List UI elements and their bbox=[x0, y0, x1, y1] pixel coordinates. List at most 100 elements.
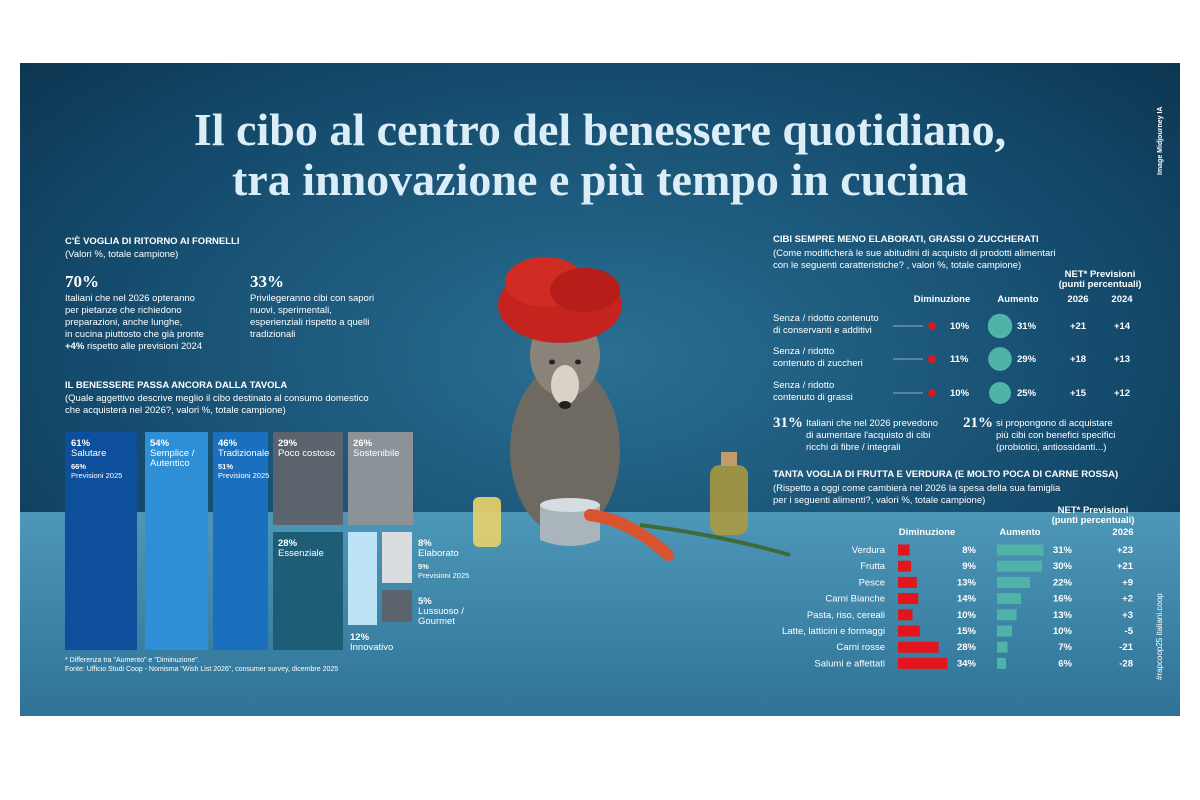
section-subtitle: con le seguenti caratteristiche? , valor… bbox=[773, 260, 1021, 271]
treemap-tile bbox=[273, 432, 343, 525]
decrease-value: 11% bbox=[950, 354, 969, 365]
stat-highlight: +4% bbox=[65, 341, 85, 352]
increase-bar bbox=[997, 641, 1008, 653]
increase-circle bbox=[989, 382, 1011, 404]
net-2026: -28 bbox=[1119, 658, 1133, 669]
callout-text: di aumentare l'acquisto di cibi bbox=[806, 430, 930, 441]
tile-label: Tradizionale bbox=[218, 448, 269, 459]
increase-circle bbox=[988, 347, 1012, 371]
net-header: (punti percentuali) bbox=[1059, 279, 1142, 290]
decrease-dot bbox=[928, 389, 936, 397]
tile-value: 12% bbox=[350, 632, 370, 643]
tile-label: Poco costoso bbox=[278, 448, 335, 459]
increase-value: 31% bbox=[1053, 545, 1073, 556]
net-2026: +2 bbox=[1122, 594, 1133, 605]
decrease-value: 10% bbox=[957, 610, 977, 621]
tile-value: 46% bbox=[218, 438, 238, 449]
net-2026: +21 bbox=[1070, 321, 1087, 332]
section-subtitle: (Come modificherà le sue abitudini di ac… bbox=[773, 248, 1056, 259]
decrease-dot bbox=[928, 322, 936, 330]
net-2026: +18 bbox=[1070, 354, 1086, 365]
section-subtitle: (Rispetto a oggi come cambierà nel 2026 … bbox=[773, 483, 1061, 494]
increase-value: 7% bbox=[1058, 642, 1072, 653]
tile-label: Gourmet bbox=[418, 616, 455, 627]
tile-label: Sostenibile bbox=[353, 448, 399, 459]
tile-forecast-label: Previsioni 2025 bbox=[218, 471, 269, 480]
treemap-tile bbox=[65, 432, 137, 650]
row-label: Pasta, riso, cereali bbox=[807, 610, 885, 621]
row-label: Latte, latticini e formaggi bbox=[782, 626, 885, 637]
decrease-bar bbox=[898, 560, 912, 572]
row-label: Senza / ridotto bbox=[773, 380, 834, 391]
section-subtitle: (Quale aggettivo descrive meglio il cibo… bbox=[65, 393, 369, 404]
stat-text: Italiani che nel 2026 opteranno bbox=[65, 293, 195, 304]
tile-label: Innovativo bbox=[350, 642, 393, 653]
stat-text: Privilegeranno cibi con sapori bbox=[250, 293, 374, 304]
increase-value: 6% bbox=[1058, 658, 1072, 669]
decrease-bar bbox=[898, 641, 939, 653]
column-header: Aumento bbox=[999, 527, 1040, 538]
decrease-value: 28% bbox=[957, 642, 977, 653]
tile-forecast-value: 5% bbox=[418, 562, 429, 571]
footnote: * Differenza tra "Aumento" e "Diminuzion… bbox=[65, 657, 200, 664]
decrease-value: 13% bbox=[957, 577, 977, 588]
stat-text: nuovi, sperimentali, bbox=[250, 305, 332, 316]
tile-value: 54% bbox=[150, 438, 170, 449]
tile-label: Elaborato bbox=[418, 548, 459, 559]
stat-highlight-text: rispetto alle previsioni 2024 bbox=[87, 341, 202, 352]
increase-bar bbox=[997, 576, 1030, 588]
section-subtitle: che acquisterà nel 2026?, valori %, tota… bbox=[65, 405, 286, 416]
year-header: 2026 bbox=[1112, 527, 1133, 538]
increase-bar bbox=[997, 609, 1017, 621]
tile-label: Salutare bbox=[71, 448, 106, 459]
tile-value: 5% bbox=[418, 596, 432, 607]
row-label: Frutta bbox=[860, 561, 886, 572]
stat-value: 33% bbox=[250, 272, 284, 291]
treemap-tile bbox=[382, 532, 412, 583]
section-heading: C'È VOGLIA DI RITORNO AI FORNELLI bbox=[65, 236, 240, 247]
dog-illustration bbox=[473, 257, 791, 561]
callout-value: 21% bbox=[963, 415, 993, 431]
increase-value: 16% bbox=[1053, 594, 1073, 605]
row-label: Pesce bbox=[859, 577, 885, 588]
section-heading: TANTA VOGLIA DI FRUTTA E VERDURA (E MOLT… bbox=[773, 469, 1118, 480]
credit: Image Midjourney IA bbox=[1157, 107, 1164, 175]
decrease-value: 15% bbox=[957, 626, 977, 637]
column-header: Diminuzione bbox=[914, 294, 970, 305]
tile-forecast-label: Previsioni 2025 bbox=[418, 571, 469, 580]
net-2026: +21 bbox=[1117, 561, 1134, 572]
row-label: di conservanti e additivi bbox=[773, 325, 872, 336]
tile-label: Autentico bbox=[150, 458, 190, 469]
treemap-tile bbox=[145, 432, 208, 650]
increase-value: 29% bbox=[1017, 354, 1037, 365]
row-label: Senza / ridotto contenuto bbox=[773, 313, 879, 324]
net-2024: +14 bbox=[1114, 321, 1131, 332]
column-header: Diminuzione bbox=[899, 527, 955, 538]
row-label: Verdura bbox=[852, 545, 886, 556]
row-label: Carni Bianche bbox=[825, 594, 885, 605]
net-2026: +3 bbox=[1122, 610, 1133, 621]
net-2026: +23 bbox=[1117, 545, 1133, 556]
tile-value: 26% bbox=[353, 438, 373, 449]
net-header: (punti percentuali) bbox=[1052, 515, 1135, 526]
content: Il cibo al centro del benessere quotidia… bbox=[65, 104, 1164, 680]
year-header: 2024 bbox=[1111, 294, 1133, 305]
callout-text: ricchi di fibre / integrali bbox=[806, 442, 901, 453]
tile-value: 61% bbox=[71, 438, 91, 449]
decrease-bar bbox=[898, 544, 910, 556]
treemap-tile bbox=[348, 432, 413, 525]
stat-text: tradizionali bbox=[250, 329, 295, 340]
increase-bar bbox=[997, 657, 1006, 669]
column-header: Aumento bbox=[997, 294, 1038, 305]
decrease-bar bbox=[898, 593, 919, 605]
increase-bar bbox=[997, 560, 1042, 572]
increase-value: 10% bbox=[1053, 626, 1073, 637]
decrease-dot bbox=[928, 355, 936, 363]
increase-circle bbox=[987, 313, 1013, 339]
tile-forecast-value: 51% bbox=[218, 462, 233, 471]
stat-text: preparazioni, anche lunghe, bbox=[65, 317, 182, 328]
treemap-tile bbox=[382, 590, 412, 622]
decrease-value: 14% bbox=[957, 594, 977, 605]
footnote: Fonte: Ufficio Studi Coop - Nomisma "Wis… bbox=[65, 666, 338, 673]
